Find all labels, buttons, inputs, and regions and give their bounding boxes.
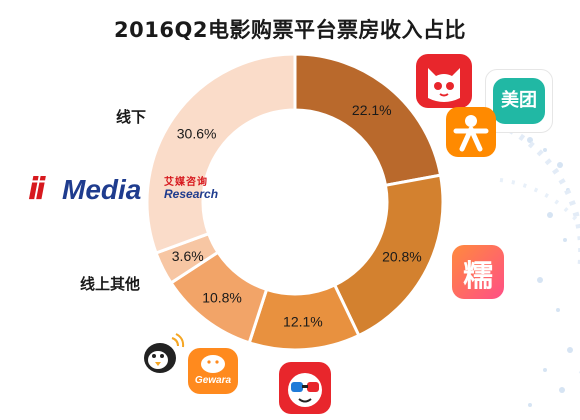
watermark-english: Research [164,187,219,201]
nuomi-logo: 糯 [452,245,504,299]
donut-slice-0 [293,52,443,188]
meituan-logo: 美团 [485,69,553,133]
penguin-mascot-icon [138,330,186,378]
meituan-text: 美团 [493,78,545,124]
watermark-chinese: 艾媒咨询 [164,177,208,188]
background-dot-decoration [499,127,580,407]
donut-slice-5 [145,52,297,255]
maoyan-cat-icon [416,54,472,108]
gewara-text: Gewara [194,375,232,386]
slice-value-label-5: 30.6% [177,125,217,141]
donut-slice-labels: 22.1% 20.8% 12.1% 10.8% 3.6% 30.6% [172,102,422,330]
donut-slices [145,52,445,352]
taopiaopiao-glasses-icon [279,362,331,414]
gewara-logo: Gewara [188,348,238,394]
label-online-other: 线上其他 [80,275,141,293]
slice-value-label-1: 20.8% [382,248,422,264]
gewara-bird-icon [201,355,225,373]
chart-title: 2016Q2电影购票平台票房收入占比 [114,18,466,42]
slice-value-label-4: 3.6% [172,248,204,264]
iimedia-watermark: ii Media 艾媒咨询 Research [28,170,228,210]
watermark-prefix: ii [28,172,45,207]
slice-value-label-3: 10.8% [202,289,242,305]
label-offline: 线下 [116,108,147,126]
slice-value-label-0: 22.1% [352,102,392,118]
dianping-person-icon [446,107,496,157]
slice-value-label-2: 12.1% [283,314,323,330]
watermark-brand: Media [62,174,142,205]
nuomi-text: 糯 [463,259,493,294]
